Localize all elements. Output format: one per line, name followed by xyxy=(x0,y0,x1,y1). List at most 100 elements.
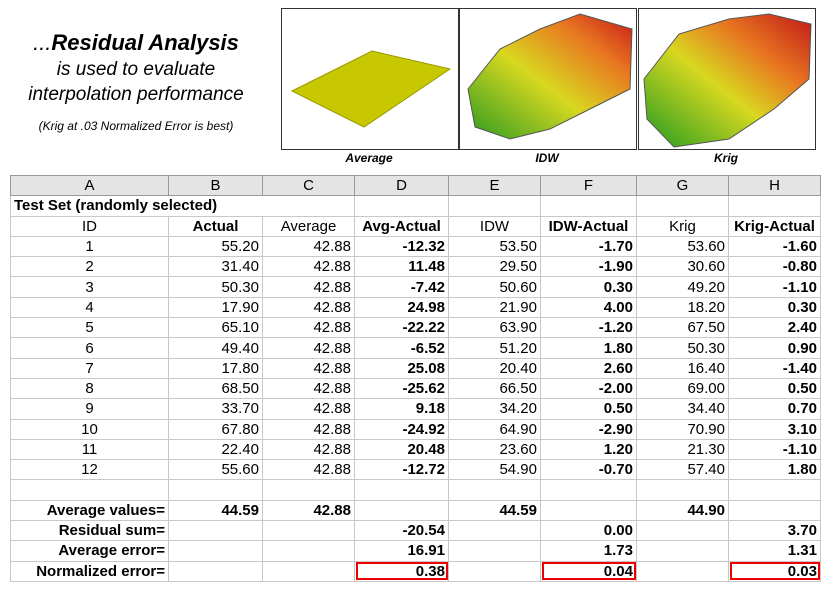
spreadsheet: A B C D E F G H Test Set (randomly selected) ID Ac… xyxy=(10,174,821,582)
data-cell: 67.50 xyxy=(636,317,729,339)
summary-value xyxy=(262,560,355,582)
data-cell: 0.30 xyxy=(540,276,637,298)
data-cell: -12.72 xyxy=(354,459,449,481)
caption: Krig xyxy=(714,151,738,165)
data-cell: 9.18 xyxy=(354,398,449,420)
summary-value xyxy=(636,540,729,562)
data-cell: 18.20 xyxy=(636,296,729,319)
data-cell: 8 xyxy=(10,377,169,400)
column-header: Krig xyxy=(636,215,729,237)
summary-value: 0.03 xyxy=(728,560,821,582)
data-cell: 17.90 xyxy=(168,296,263,319)
summary-value xyxy=(262,540,355,562)
data-cell: 50.60 xyxy=(448,276,541,298)
data-cell: 16.40 xyxy=(636,357,729,379)
data-cell: 42.88 xyxy=(262,337,355,359)
data-cell: 65.10 xyxy=(168,317,263,339)
data-cell: 1.80 xyxy=(728,459,821,481)
row: 2 31.40 42.88 11.48 29.50 -1.90 30.60 -0.80 xyxy=(10,256,821,278)
summary-value xyxy=(168,540,263,562)
data-cell: -22.22 xyxy=(354,317,449,339)
column-header: Krig-Actual xyxy=(728,215,821,237)
cell xyxy=(728,479,821,501)
summary-value: 42.88 xyxy=(262,499,355,522)
data-cell: 49.40 xyxy=(168,337,263,359)
data-cell: 4.00 xyxy=(540,296,637,319)
data-cell: -1.10 xyxy=(728,276,821,298)
data-cell: 42.88 xyxy=(262,459,355,481)
column-letter: E xyxy=(448,174,541,197)
data-cell: -1.70 xyxy=(540,235,637,258)
data-cell: 0.50 xyxy=(540,398,637,420)
surface-image xyxy=(638,8,816,150)
cell xyxy=(448,479,541,501)
cell xyxy=(540,195,637,217)
column-letter: H xyxy=(728,174,821,197)
data-cell: 29.50 xyxy=(448,256,541,278)
data-cell: 53.50 xyxy=(448,235,541,258)
data-cell: 42.88 xyxy=(262,296,355,319)
data-cell: 34.20 xyxy=(448,398,541,420)
data-cell: -1.10 xyxy=(728,438,821,461)
row: Test Set (randomly selected) xyxy=(10,195,821,217)
row: 12 55.60 42.88 -12.72 54.90 -0.70 57.40 1.80 xyxy=(10,459,821,481)
surface xyxy=(467,13,633,140)
cell xyxy=(540,479,637,501)
data-cell: -2.00 xyxy=(540,377,637,400)
cell xyxy=(10,479,169,501)
data-cell: 23.60 xyxy=(448,438,541,461)
row: 11 22.40 42.88 20.48 23.60 1.20 21.30 -1.10 xyxy=(10,438,821,461)
cell xyxy=(354,479,449,501)
summary-value xyxy=(168,560,263,582)
summary-value xyxy=(448,520,541,542)
surface xyxy=(290,50,452,128)
summary-value: 1.31 xyxy=(728,540,821,562)
data-cell: 31.40 xyxy=(168,256,263,278)
data-cell: 0.70 xyxy=(728,398,821,420)
column-header: Avg-Actual xyxy=(354,215,449,237)
column-letter: C xyxy=(262,174,355,197)
data-cell: 10 xyxy=(10,418,169,440)
row: 3 50.30 42.88 -7.42 50.60 0.30 49.20 -1.10 xyxy=(10,276,821,298)
summary-value: 1.73 xyxy=(540,540,637,562)
table-title: Test Set (randomly selected) xyxy=(10,195,355,217)
summary-value: -20.54 xyxy=(354,520,449,542)
summary-value: 0.38 xyxy=(354,560,449,582)
surface xyxy=(643,13,812,148)
row: 1 55.20 42.88 -12.32 53.50 -1.70 53.60 -1.60 xyxy=(10,235,821,258)
summary-label: Average values= xyxy=(10,499,169,522)
data-cell: 50.30 xyxy=(636,337,729,359)
data-cell: -0.80 xyxy=(728,256,821,278)
data-cell: 64.90 xyxy=(448,418,541,440)
data-cell: 69.00 xyxy=(636,377,729,400)
data-cell: 42.88 xyxy=(262,377,355,400)
summary-value xyxy=(540,499,637,522)
data-cell: 42.88 xyxy=(262,357,355,379)
summary-value xyxy=(636,520,729,542)
data-cell: 50.30 xyxy=(168,276,263,298)
summary-label: Normalized error= xyxy=(10,560,169,582)
surface-image xyxy=(281,8,459,150)
summary-value: 44.59 xyxy=(448,499,541,522)
data-cell: 3 xyxy=(10,276,169,298)
data-cell: -2.90 xyxy=(540,418,637,440)
data-cell: 1 xyxy=(10,235,169,258)
data-cell: 22.40 xyxy=(168,438,263,461)
data-cell: 20.48 xyxy=(354,438,449,461)
data-cell: 54.90 xyxy=(448,459,541,481)
summary-value: 16.91 xyxy=(354,540,449,562)
data-cell: -1.90 xyxy=(540,256,637,278)
cell xyxy=(636,479,729,501)
data-cell: -0.70 xyxy=(540,459,637,481)
summary-value xyxy=(168,520,263,542)
data-cell: 42.88 xyxy=(262,235,355,258)
summary-value: 44.59 xyxy=(168,499,263,522)
data-cell: 2.60 xyxy=(540,357,637,379)
data-cell: 57.40 xyxy=(636,459,729,481)
row xyxy=(10,479,821,501)
summary-value xyxy=(262,520,355,542)
data-cell: 70.90 xyxy=(636,418,729,440)
data-cell: 2.40 xyxy=(728,317,821,339)
data-cell: 21.90 xyxy=(448,296,541,319)
